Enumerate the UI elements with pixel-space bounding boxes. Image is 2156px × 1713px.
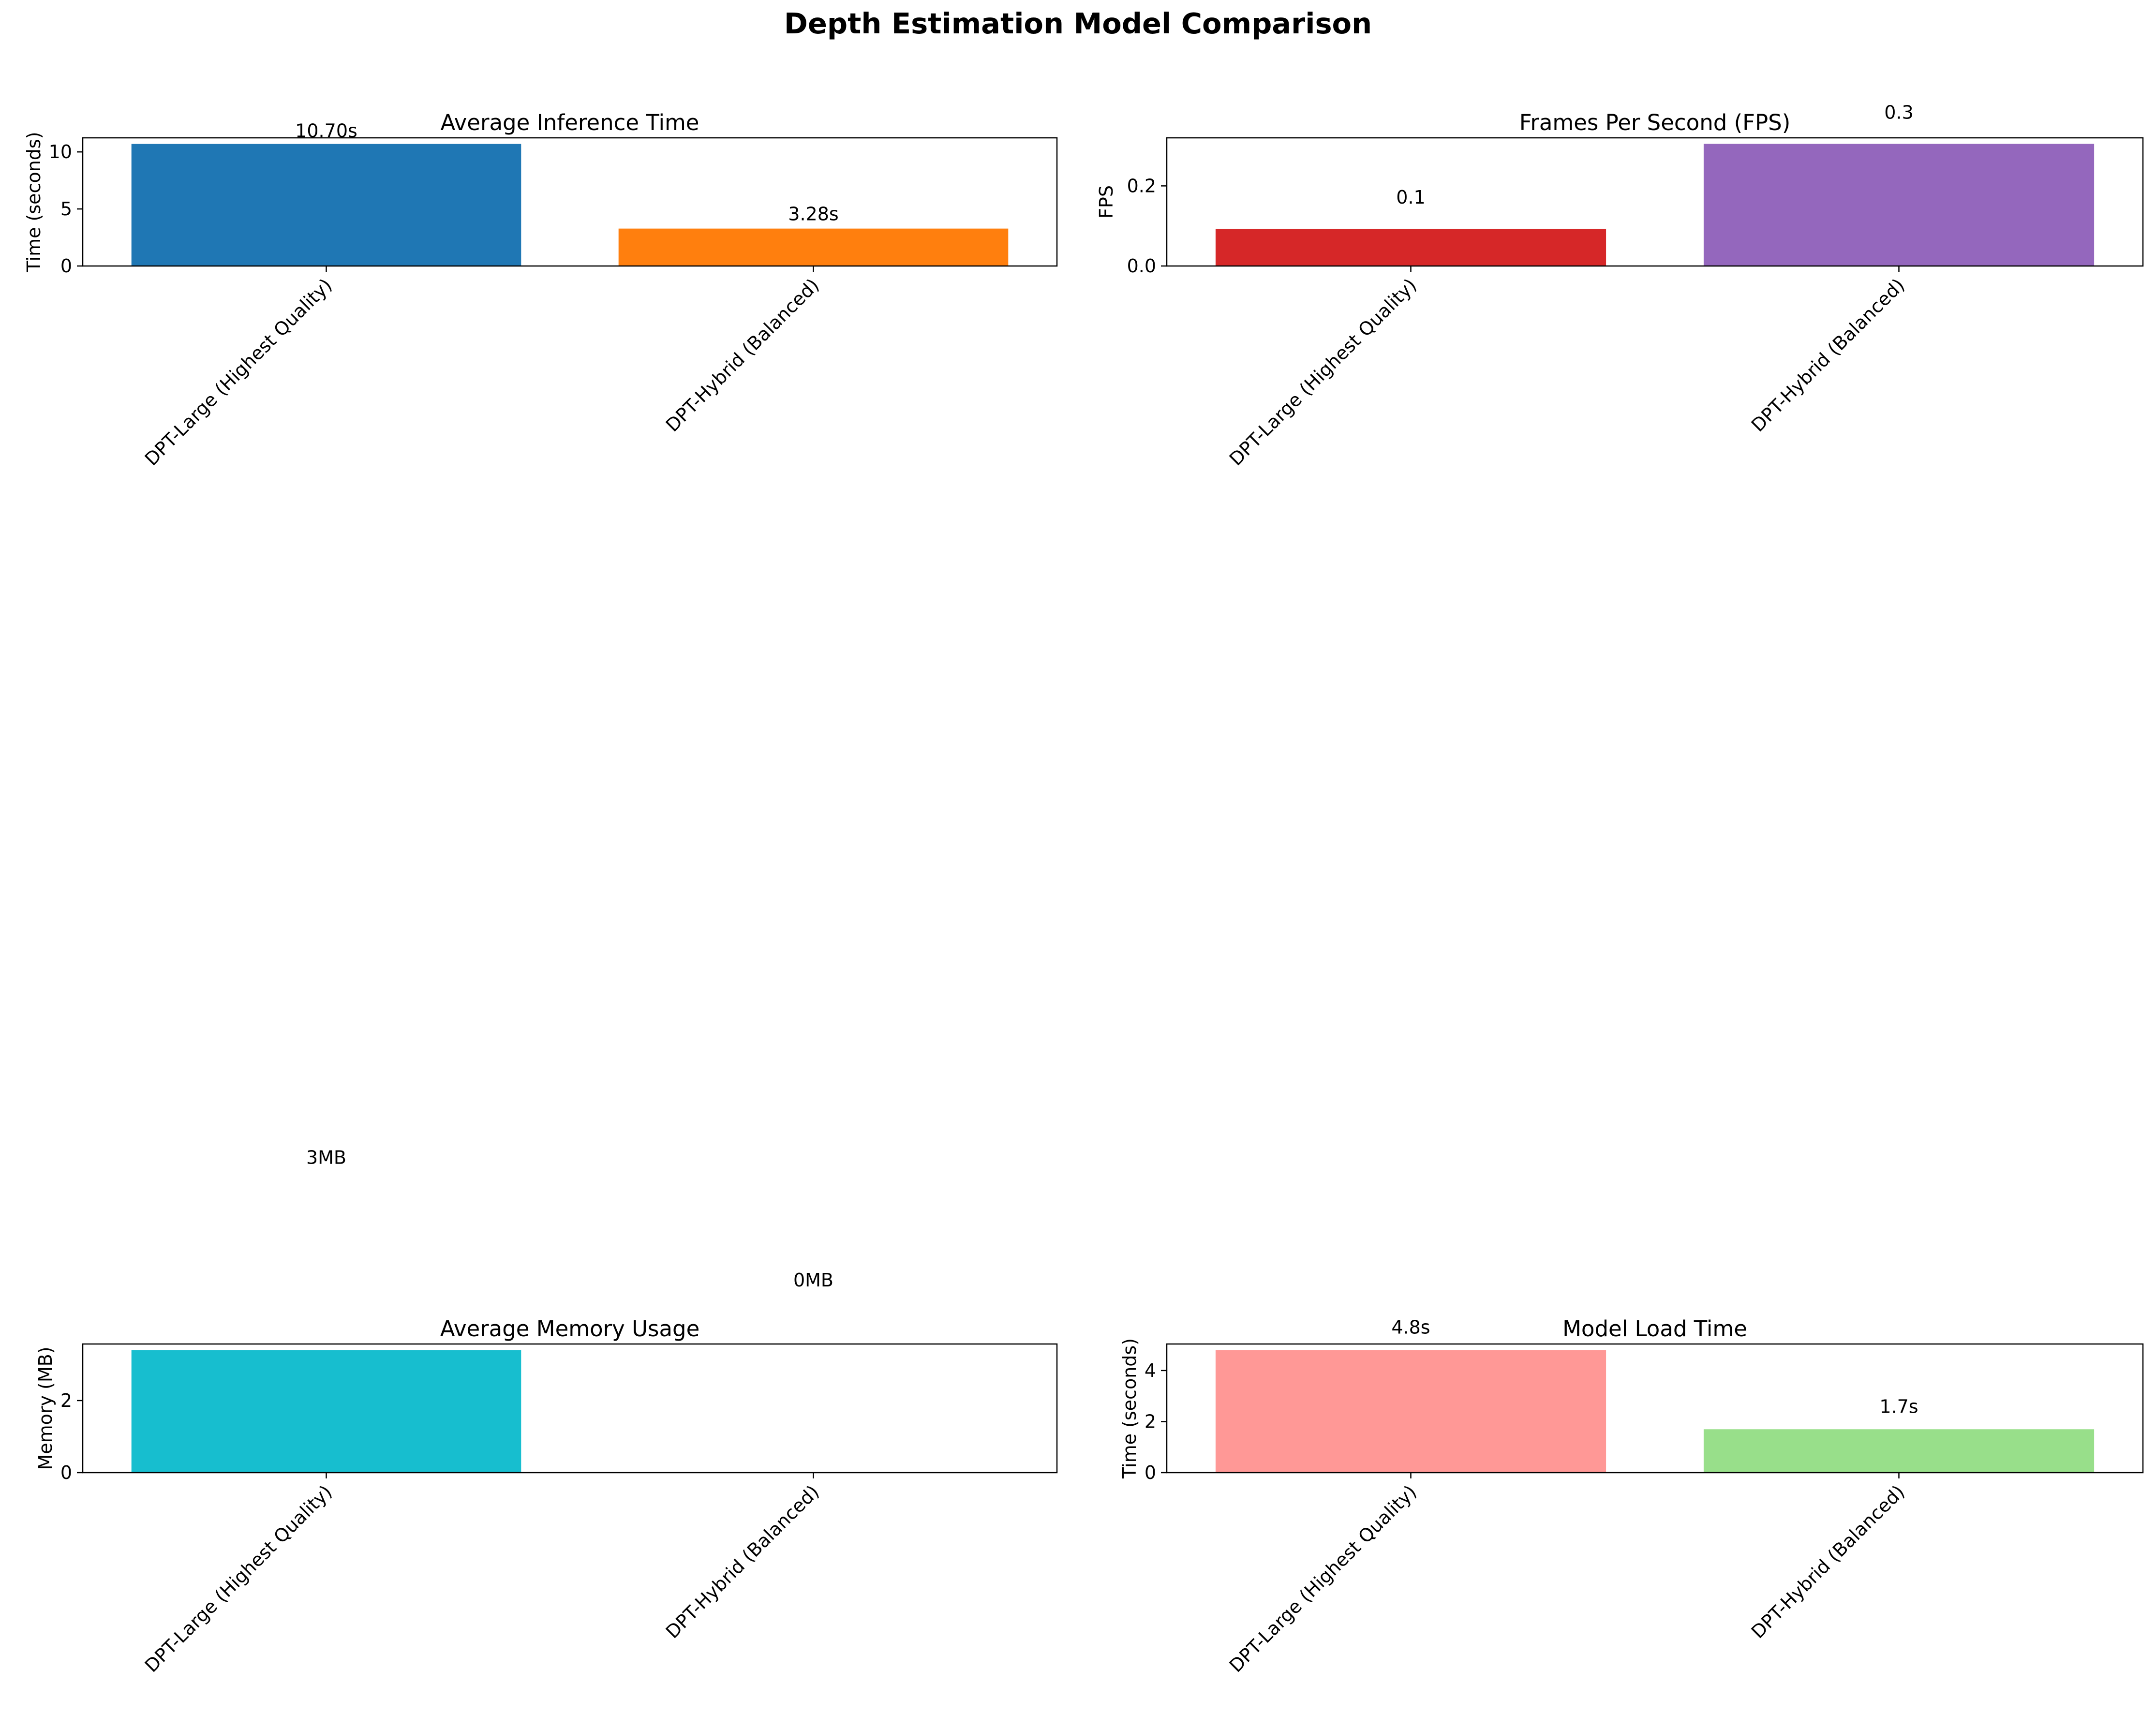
x-tick-label: DPT-Hybrid (Balanced) <box>1747 1481 1909 1642</box>
y-tick-label: 10 <box>49 141 72 162</box>
bar <box>618 228 1009 266</box>
y-axis-label: Memory (MB) <box>35 1346 56 1470</box>
x-tick-label: DPT-Large (Highest Quality) <box>1225 1481 1421 1676</box>
bar <box>1703 144 2095 266</box>
y-tick-label: 2 <box>60 1390 72 1411</box>
data-label: 4.8s <box>1391 1317 1430 1338</box>
subplot-3: 3MB DPT-Large (Highest Quality) 0MB DPT-Hyb… <box>35 1147 1058 1676</box>
data-label: 0.3 <box>1884 102 1913 123</box>
bar <box>131 144 521 266</box>
subplot-4: 4.8s DPT-Large (Highest Quality) 1.7s DPT-H… <box>1119 1316 2144 1676</box>
subplot-title: Frames Per Second (FPS) <box>1519 110 1791 135</box>
axes-frame <box>1166 137 2144 267</box>
subplot-title: Model Load Time <box>1562 1316 1747 1342</box>
subplot-title: Average Inference Time <box>441 110 699 135</box>
data-label: 1.7s <box>1879 1396 1918 1417</box>
y-tick-label: 5 <box>60 198 72 220</box>
y-tick-label: 0 <box>1145 1462 1156 1483</box>
y-tick-label: 0.2 <box>1127 175 1156 196</box>
y-tick-label: 4 <box>1145 1360 1156 1381</box>
subplot-2: 0.1 DPT-Large (Highest Quality) 0.3 DPT-Hyb… <box>1096 102 2144 470</box>
bar <box>1215 228 1606 266</box>
axes-frame <box>1166 1343 2144 1474</box>
y-axis-label: Time (seconds) <box>23 132 45 272</box>
axes-frame <box>82 137 1058 267</box>
subplot-title: Average Memory Usage <box>440 1316 700 1342</box>
bar <box>1703 1429 2095 1473</box>
data-label: 3.28s <box>788 204 838 225</box>
axes-frame <box>82 1343 1058 1474</box>
data-label: 0MB <box>793 1270 833 1291</box>
data-label: 0.1 <box>1396 187 1425 208</box>
x-tick-label: DPT-Large (Highest Quality) <box>1225 274 1421 470</box>
y-tick-label: 2 <box>1145 1411 1156 1432</box>
y-tick-label: 0 <box>60 1462 72 1483</box>
x-tick-label: DPT-Hybrid (Balanced) <box>662 274 823 436</box>
y-axis-label: Time (seconds) <box>1119 1338 1140 1479</box>
x-tick-label: DPT-Hybrid (Balanced) <box>662 1481 823 1642</box>
y-axis-label: FPS <box>1096 185 1117 219</box>
x-tick-label: DPT-Large (Highest Quality) <box>141 274 336 470</box>
bar <box>131 1350 521 1473</box>
bar <box>1215 1350 1606 1473</box>
figure-title: Depth Estimation Model Comparison <box>784 7 1372 40</box>
x-tick-label: DPT-Large (Highest Quality) <box>141 1481 336 1676</box>
y-tick-label: 0 <box>60 255 72 277</box>
y-tick-label: 0.0 <box>1127 255 1156 277</box>
x-tick-label: DPT-Hybrid (Balanced) <box>1747 274 1909 436</box>
data-label: 3MB <box>306 1147 346 1168</box>
